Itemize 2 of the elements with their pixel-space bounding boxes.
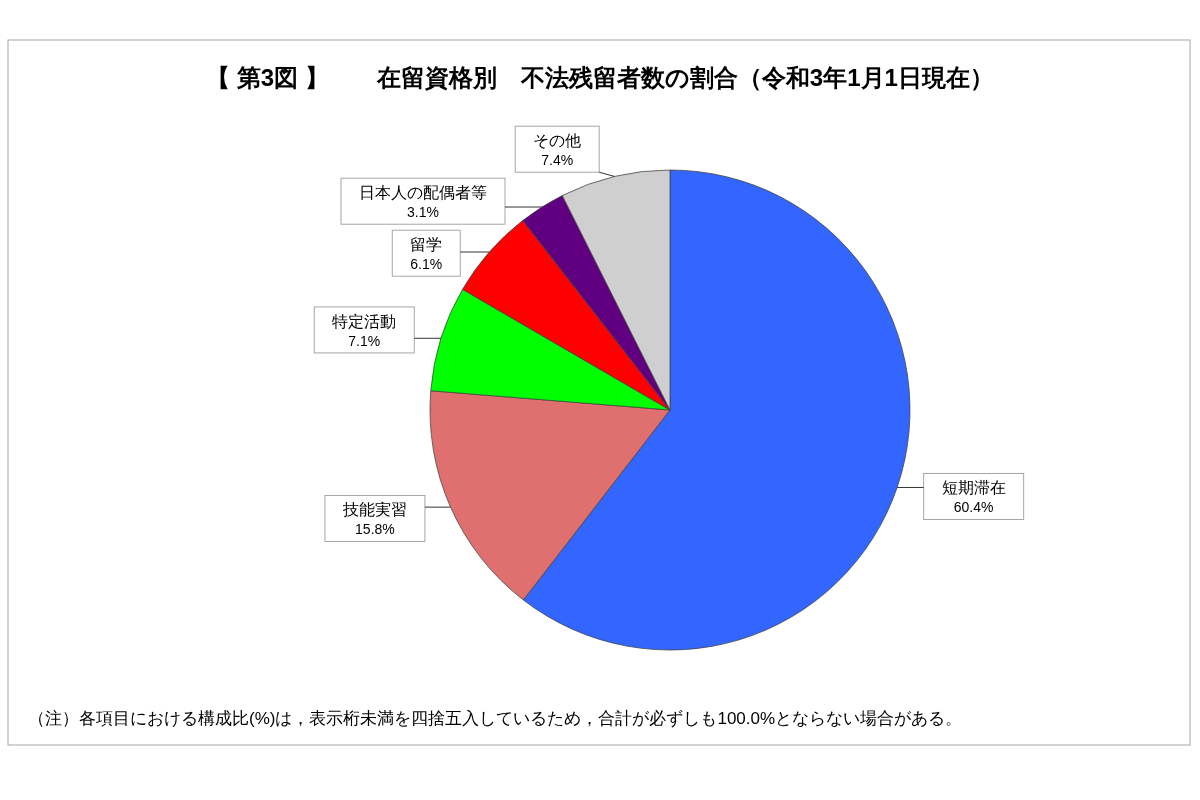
title: 【 第3図 】 在留資格別 不法残留者数の割合（令和3年1月1日現在） — [206, 64, 994, 91]
annotation: （注）各項目における構成比(%)は，表示桁未満を四捨五入しているため，合計が必ずしも100.0%とならない場合がある。 — [28, 709, 963, 728]
